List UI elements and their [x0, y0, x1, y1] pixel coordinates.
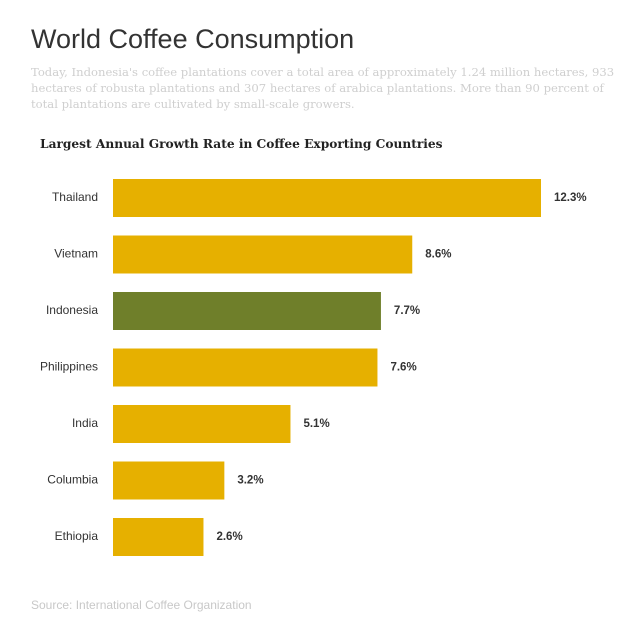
value-label-ethiopia: 2.6% [216, 531, 242, 543]
bar-india [113, 405, 291, 443]
value-label-philippines: 7.6% [390, 362, 416, 374]
page-subtitle: Today, Indonesia's coffee plantations co… [31, 65, 615, 111]
category-label-ethiopia: Ethiopia [55, 529, 99, 543]
value-label-indonesia: 7.7% [394, 305, 420, 317]
bar-vietnam [113, 235, 413, 274]
bar-thailand [113, 179, 541, 217]
chart-title: Largest Annual Growth Rate in Coffee Exp… [40, 137, 443, 151]
source-note: Source: International Coffee Organizatio… [31, 598, 252, 612]
category-label-vietnam: Vietnam [54, 247, 98, 261]
category-label-thailand: Thailand [52, 190, 98, 204]
value-label-thailand: 12.3% [554, 192, 587, 204]
category-label-columbia: Columbia [47, 473, 98, 487]
bar-ethiopia [113, 518, 204, 556]
category-label-philippines: Philippines [40, 360, 98, 374]
bar-philippines [113, 348, 378, 387]
value-label-columbia: 3.2% [237, 475, 263, 487]
category-label-indonesia: Indonesia [46, 303, 98, 317]
page-title: World Coffee Consumption [31, 24, 355, 54]
value-label-vietnam: 8.6% [425, 249, 451, 261]
category-label-india: India [72, 416, 98, 430]
bar-indonesia [113, 292, 381, 330]
bar-columbia [113, 461, 225, 500]
value-label-india: 5.1% [303, 418, 329, 430]
